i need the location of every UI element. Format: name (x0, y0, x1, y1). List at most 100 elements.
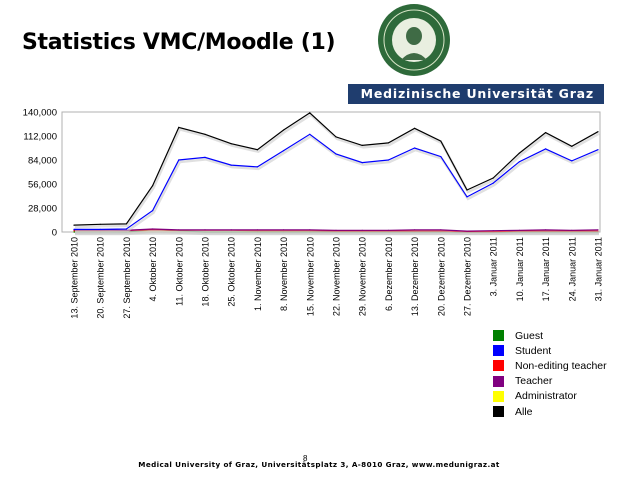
legend-label: Alle (515, 405, 533, 418)
legend-label: Administrator (515, 390, 577, 403)
data-point-alle (571, 145, 573, 147)
data-point-guest (73, 231, 75, 233)
data-point-student (492, 182, 494, 184)
data-point-student (230, 164, 232, 166)
data-point-alle (204, 133, 206, 135)
y-tick-label: 56,000 (28, 180, 57, 191)
slide-footer: Medical University of Graz, Universitäts… (138, 460, 500, 469)
data-point-teacher (440, 229, 442, 231)
legend-swatch (493, 406, 504, 418)
legend-item: Non-editing teacher (493, 358, 607, 373)
data-point-alle (597, 131, 599, 133)
data-point-student (73, 228, 75, 230)
y-tick-labels: 0 28,000 56,000 84,000 112,000 140,000 (23, 108, 57, 239)
data-point-teacher (256, 229, 258, 231)
legend-label: Student (515, 344, 552, 357)
legend-item: Teacher (493, 374, 607, 389)
legend-swatch (493, 390, 504, 402)
x-tick-label: 13. September 2010 (70, 237, 80, 319)
legend-label: Teacher (515, 375, 553, 388)
y-tick-label: 84,000 (28, 156, 57, 167)
line-chart: 0 28,000 56,000 84,000 112,000 140,000 13. Se… (23, 108, 604, 319)
data-point-teacher (283, 229, 285, 231)
legend-item: Administrator (493, 389, 607, 404)
data-point-student (440, 156, 442, 158)
x-tick-label: 20. Dezember 2010 (436, 237, 446, 316)
data-point-alle (518, 152, 521, 154)
x-tick-label: 20. September 2010 (96, 237, 106, 319)
data-point-student (204, 156, 206, 158)
data-point-teacher (204, 229, 206, 231)
legend-swatch (493, 345, 504, 357)
data-point-alle (283, 129, 285, 131)
data-point-student (361, 162, 363, 164)
data-point-alle (230, 143, 232, 145)
data-point-student (335, 153, 337, 155)
data-point-teacher (335, 229, 337, 231)
data-point-alle (152, 185, 154, 187)
data-point-teacher (571, 229, 573, 231)
y-tick-label: 0 (52, 228, 57, 239)
data-point-alle (414, 127, 416, 129)
data-point-teacher (414, 229, 416, 231)
data-point-alle (545, 132, 547, 134)
chart-series (73, 112, 600, 236)
data-point-alle (256, 149, 258, 151)
data-point-teacher (492, 230, 494, 232)
data-point-teacher (518, 229, 521, 231)
legend-item: Alle (493, 404, 607, 419)
data-point-alle (466, 189, 468, 191)
data-point-teacher (466, 230, 468, 232)
x-tick-label: 17. Januar 2011 (541, 237, 551, 301)
data-point-teacher (387, 229, 389, 231)
data-point-alle (125, 223, 127, 225)
data-point-teacher (309, 229, 311, 231)
data-point-student (99, 228, 101, 230)
university-seal-icon (378, 4, 450, 76)
data-point-teacher (178, 229, 180, 231)
data-point-student (387, 159, 389, 161)
data-point-student (125, 228, 127, 230)
y-tick-label: 28,000 (28, 204, 57, 215)
data-point-alle (440, 140, 442, 142)
data-point-student (414, 147, 416, 149)
legend-label: Non-editing teacher (515, 359, 607, 372)
chart-legend: Guest Student Non-editing teacher Teacher Ad… (493, 328, 607, 419)
university-banner: Medizinische Universität Graz (348, 84, 604, 104)
x-tick-label: 10. Januar 2011 (515, 237, 525, 301)
y-tick-label: 112,000 (23, 132, 57, 143)
legend-item: Student (493, 343, 607, 358)
x-tick-label: 3. Januar 2011 (489, 237, 499, 296)
x-tick-label: 24. Januar 2011 (567, 237, 577, 301)
y-tick-label: 140,000 (23, 108, 57, 119)
data-point-student (545, 148, 547, 150)
x-tick-label: 31. Januar 2011 (594, 237, 604, 301)
data-point-alle (178, 126, 180, 128)
x-tick-label: 11. Oktober 2010 (174, 237, 184, 306)
data-point-teacher (152, 228, 154, 230)
series-shadow-alle (74, 113, 600, 229)
legend-swatch (493, 375, 504, 387)
data-point-teacher (545, 229, 547, 231)
data-point-teacher (230, 229, 232, 231)
x-tick-labels: 13. September 2010 20. September 2010 27. … (70, 237, 604, 319)
legend-item: Guest (493, 328, 607, 343)
x-tick-label: 27. Dezember 2010 (463, 237, 473, 316)
data-point-student (571, 160, 573, 162)
legend-swatch (493, 360, 504, 372)
series-shadow-teacher (75, 229, 600, 235)
data-point-teacher (361, 229, 363, 231)
data-point-student (178, 159, 180, 161)
x-tick-label: 18. Oktober 2010 (201, 237, 211, 307)
series-shadow-student (75, 134, 600, 233)
x-tick-label: 1. November 2010 (253, 237, 263, 311)
data-point-student (518, 161, 521, 163)
data-point-student (597, 149, 599, 151)
page-number: 8 (303, 454, 308, 463)
legend-label: Guest (515, 329, 544, 342)
data-point-alle (387, 142, 389, 144)
x-tick-label: 4. Oktober 2010 (148, 237, 158, 302)
x-tick-label: 15. November 2010 (305, 237, 315, 316)
x-tick-label: 29. November 2010 (358, 237, 368, 316)
plot-area (61, 111, 601, 233)
